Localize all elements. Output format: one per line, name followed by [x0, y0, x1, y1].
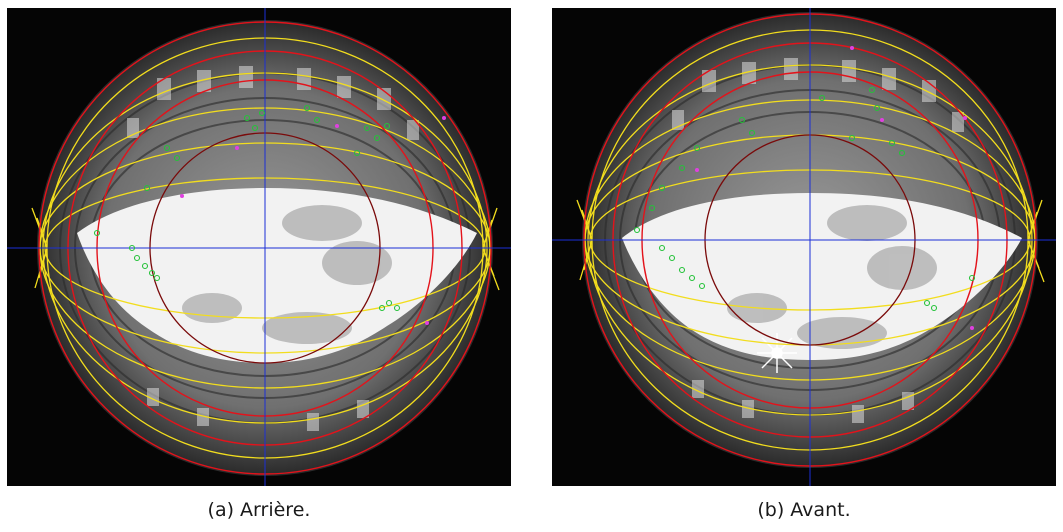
fisheye-overlay-rear	[7, 8, 511, 486]
caption-front: (b) Avant.	[757, 499, 851, 521]
blue-axes	[7, 8, 511, 486]
fisheye-image-rear	[7, 8, 511, 486]
fisheye-overlay-front	[552, 8, 1056, 486]
feature-points	[633, 86, 976, 312]
building-windows	[672, 58, 964, 423]
sky-region	[77, 188, 477, 363]
feature-points	[93, 104, 401, 312]
caption-rear: (a) Arrière.	[207, 499, 311, 521]
sky-region	[622, 193, 1022, 360]
cloud-shadows	[182, 205, 392, 344]
fisheye-image-front	[552, 8, 1056, 486]
building-windows	[127, 66, 419, 431]
magenta-points	[180, 116, 446, 325]
blue-axes	[552, 8, 1056, 486]
magenta-points	[695, 46, 974, 330]
cloud-shadows	[727, 205, 937, 349]
